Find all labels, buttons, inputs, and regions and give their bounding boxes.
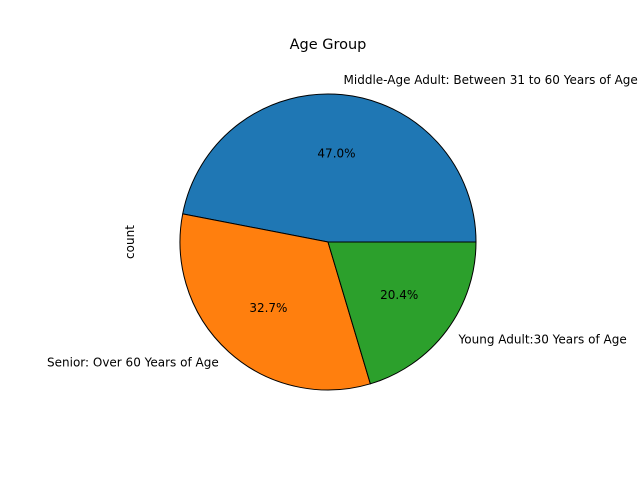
percent-labels: 47.0% 32.7% 20.4% bbox=[249, 147, 418, 315]
slice-category-label: Middle-Age Adult: Between 31 to 60 Years… bbox=[344, 73, 638, 87]
y-axis-label: count bbox=[123, 225, 137, 259]
chart-title: Age Group bbox=[290, 37, 367, 53]
slice-percent-label: 47.0% bbox=[317, 147, 355, 161]
slice-percent-label: 32.7% bbox=[249, 301, 287, 315]
slice-category-label: Senior: Over 60 Years of Age bbox=[47, 356, 219, 370]
pie-slices bbox=[179, 93, 477, 391]
pie-slice bbox=[327, 241, 477, 385]
slice-percent-label: 20.4% bbox=[380, 288, 418, 302]
slice-labels: Middle-Age Adult: Between 31 to 60 Years… bbox=[47, 73, 638, 370]
pie-slice bbox=[179, 213, 371, 391]
pie-slice bbox=[182, 93, 477, 243]
slice-category-label: Young Adult:30 Years of Age bbox=[458, 332, 627, 346]
